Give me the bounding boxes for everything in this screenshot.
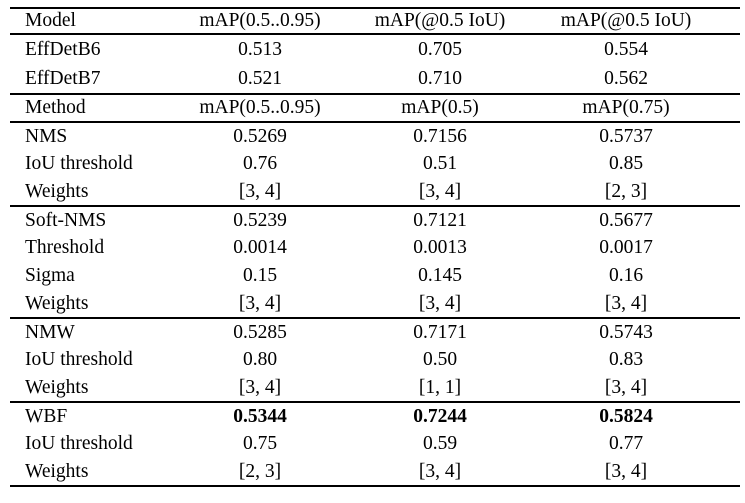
value-cell: 0.0014 [233, 237, 287, 259]
data-row-nms-iou: IoU threshold 0.76 0.51 0.85 [10, 150, 740, 178]
value-cell: 0.7156 [368, 121, 512, 150]
column-header-map-05iou-2: mAP(@0.5 IoU) [560, 10, 692, 32]
data-row-nmw-weights: Weights [3, 4] [1, 1] [3, 4] [10, 374, 740, 402]
value-cell: [3, 4] [418, 180, 462, 202]
value-cell: [3, 4] [604, 292, 648, 314]
value-cell: 0.5269 [152, 121, 368, 150]
value-cell: [1, 1] [418, 376, 462, 398]
value-cell: 0.76 [242, 153, 278, 175]
row-label: Soft-NMS [10, 205, 152, 234]
value-cell: 0.0017 [599, 237, 653, 259]
column-header-model: Model [25, 10, 76, 32]
value-cell: 0.554 [512, 33, 740, 64]
row-label: Threshold [25, 237, 105, 259]
row-label: IoU threshold [25, 433, 133, 455]
row-label: NMW [10, 317, 152, 346]
column-header-map05: mAP(0.5) [368, 93, 512, 122]
column-header-map-range: mAP(0.5..0.95) [152, 93, 368, 122]
row-label: Weights [25, 292, 89, 314]
value-cell: 0.5239 [152, 205, 368, 234]
value-cell: 0.50 [422, 349, 458, 371]
data-row-nms: NMS 0.5269 0.7156 0.5737 [10, 121, 740, 150]
row-label: Sigma [25, 265, 75, 287]
row-label: Weights [25, 376, 89, 398]
value-cell: [2, 3] [604, 180, 648, 202]
value-cell: 0.5285 [152, 317, 368, 346]
row-label: WBF [10, 401, 152, 430]
models-header-row: Model mAP(0.5..0.95) mAP(@0.5 IoU) mAP(@… [10, 8, 740, 34]
value-cell: [3, 4] [238, 376, 282, 398]
value-cell: 0.145 [418, 265, 462, 287]
value-cell-best: 0.7244 [368, 401, 512, 430]
value-cell: 0.16 [608, 265, 644, 287]
row-label: EffDetB7 [25, 67, 101, 89]
row-label: Weights [25, 180, 89, 202]
results-table: Model mAP(0.5..0.95) mAP(@0.5 IoU) mAP(@… [10, 7, 740, 487]
value-cell: [3, 4] [418, 292, 462, 314]
row-label: Weights [25, 460, 89, 482]
value-cell: [3, 4] [604, 376, 648, 398]
data-row-nmw-iou: IoU threshold 0.80 0.50 0.83 [10, 346, 740, 374]
row-label: NMS [10, 121, 152, 150]
column-header-map-range: mAP(0.5..0.95) [199, 10, 321, 32]
value-cell: 0.83 [608, 349, 644, 371]
value-cell-best: 0.5344 [152, 401, 368, 430]
value-cell: 0.80 [242, 349, 278, 371]
data-row-nms-weights: Weights [3, 4] [3, 4] [2, 3] [10, 178, 740, 206]
value-cell: [3, 4] [238, 292, 282, 314]
value-cell: 0.7171 [368, 317, 512, 346]
data-row-wbf-iou: IoU threshold 0.75 0.59 0.77 [10, 430, 740, 458]
value-cell: 0.59 [422, 433, 458, 455]
value-cell: 0.0013 [413, 237, 467, 259]
row-label: EffDetB6 [10, 33, 152, 64]
data-row-effdetb6: EffDetB6 0.513 0.705 0.554 [10, 33, 740, 64]
row-label: IoU threshold [25, 153, 133, 175]
value-cell: 0.75 [242, 433, 278, 455]
value-cell: 0.521 [238, 67, 282, 89]
data-row-softnms-weights: Weights [3, 4] [3, 4] [3, 4] [10, 290, 740, 318]
value-cell-best: 0.5824 [512, 401, 740, 430]
data-row-wbf-weights: Weights [2, 3] [3, 4] [3, 4] [10, 458, 740, 486]
value-cell: 0.7121 [368, 205, 512, 234]
value-cell: 0.15 [242, 265, 278, 287]
methods-header-row: Method mAP(0.5..0.95) mAP(0.5) mAP(0.75) [10, 93, 740, 122]
column-header-method: Method [10, 93, 152, 122]
data-row-nmw: NMW 0.5285 0.7171 0.5743 [10, 317, 740, 346]
value-cell: 0.562 [604, 67, 648, 89]
value-cell: 0.77 [608, 433, 644, 455]
data-row-softnms-threshold: Threshold 0.0014 0.0013 0.0017 [10, 234, 740, 262]
value-cell: 0.5737 [512, 121, 740, 150]
data-row-softnms: Soft-NMS 0.5239 0.7121 0.5677 [10, 205, 740, 234]
row-label: IoU threshold [25, 349, 133, 371]
value-cell: 0.513 [152, 33, 368, 64]
value-cell: [2, 3] [238, 460, 282, 482]
column-header-map-05iou: mAP(@0.5 IoU) [374, 10, 506, 32]
value-cell: 0.51 [422, 153, 458, 175]
data-row-wbf: WBF 0.5344 0.7244 0.5824 [10, 401, 740, 430]
value-cell: 0.5677 [512, 205, 740, 234]
value-cell: [3, 4] [604, 460, 648, 482]
value-cell: 0.705 [368, 33, 512, 64]
value-cell: 0.85 [608, 153, 644, 175]
data-row-effdetb7: EffDetB7 0.521 0.710 0.562 [10, 64, 740, 94]
value-cell: 0.5743 [512, 317, 740, 346]
data-row-softnms-sigma: Sigma 0.15 0.145 0.16 [10, 262, 740, 290]
value-cell: [3, 4] [418, 460, 462, 482]
value-cell: [3, 4] [238, 180, 282, 202]
column-header-map075: mAP(0.75) [512, 93, 740, 122]
value-cell: 0.710 [418, 67, 462, 89]
